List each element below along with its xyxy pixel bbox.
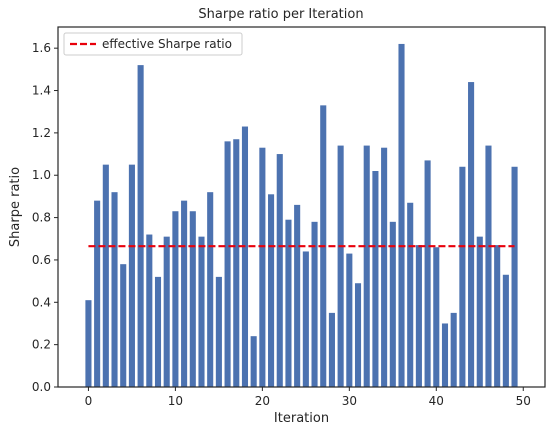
x-axis-label: Iteration [274,411,329,426]
y-tick-label-1.6: 1.6 [32,41,51,55]
bar-8 [154,276,162,387]
bar-4 [120,264,127,387]
bar-47 [494,245,501,387]
bar-23 [285,219,292,387]
bar-19 [250,336,257,387]
y-tick-label-1.4: 1.4 [32,84,51,98]
bar-5 [128,164,135,387]
bar-28 [328,312,335,387]
bar-16 [224,141,231,387]
bar-46 [485,145,492,387]
y-axis-ticks: 0.0 0.2 0.4 0.6 0.8 1.0 1.2 1.4 1.6 [32,41,58,394]
bar-7 [146,234,153,387]
bar-15 [215,276,222,387]
y-axis-label: Sharpe ratio [8,167,23,247]
legend-entry-effective-sharpe-ratio: effective Sharpe ratio [102,37,232,51]
bar-24 [294,204,301,387]
bar-32 [363,145,370,387]
y-tick-label-0.2: 0.2 [32,338,51,352]
bar-3 [111,192,118,387]
y-tick-label-0.0: 0.0 [32,380,51,394]
bar-43 [459,166,466,387]
y-tick-label-0.6: 0.6 [32,253,51,267]
bar-6 [137,65,144,387]
bar-30 [346,253,353,387]
bar-18 [241,126,249,387]
bar-11 [181,200,188,387]
bar-49 [511,166,518,387]
bar-0 [85,300,92,387]
x-tick-label-30: 30 [342,394,357,408]
bar-10 [172,211,179,387]
bar-45 [476,236,483,387]
bar-38 [415,245,422,387]
bar-9 [163,236,170,387]
bar-34 [381,147,388,387]
bar-21 [268,194,275,387]
bar-12 [189,211,196,387]
bar-42 [450,312,457,387]
bar-2 [102,164,109,387]
bar-40 [433,247,440,387]
bars-group [85,43,518,388]
y-tick-label-1.0: 1.0 [32,168,51,182]
y-tick-label-1.2: 1.2 [32,126,51,140]
bar-20 [259,147,266,387]
bar-26 [311,221,318,387]
bar-48 [502,274,509,387]
bar-29 [337,145,344,387]
bar-17 [233,139,240,387]
legend: effective Sharpe ratio [63,32,243,56]
bar-37 [407,202,414,387]
x-tick-label-50: 50 [516,394,531,408]
bar-22 [276,154,283,387]
bar-39 [424,160,431,387]
chart-title: Sharpe ratio per Iteration [198,7,363,22]
bar-14 [207,192,214,387]
bar-31 [354,283,362,387]
plot-frame [57,26,546,388]
x-tick-label-10: 10 [168,394,183,408]
bar-44 [468,82,475,387]
bar-13 [198,236,205,387]
x-tick-label-40: 40 [429,394,444,408]
bar-35 [389,221,396,387]
bar-25 [302,251,309,387]
x-axis-ticks: 0 10 20 30 40 50 [85,387,531,408]
legend-box [63,32,243,56]
bar-36 [398,43,405,388]
bar-1 [94,200,101,387]
bar-41 [441,323,449,387]
y-tick-label-0.4: 0.4 [32,295,51,309]
y-tick-label-0.8: 0.8 [32,211,51,225]
x-tick-label-0: 0 [85,394,93,408]
bar-33 [372,171,379,387]
x-tick-label-20: 20 [255,394,270,408]
